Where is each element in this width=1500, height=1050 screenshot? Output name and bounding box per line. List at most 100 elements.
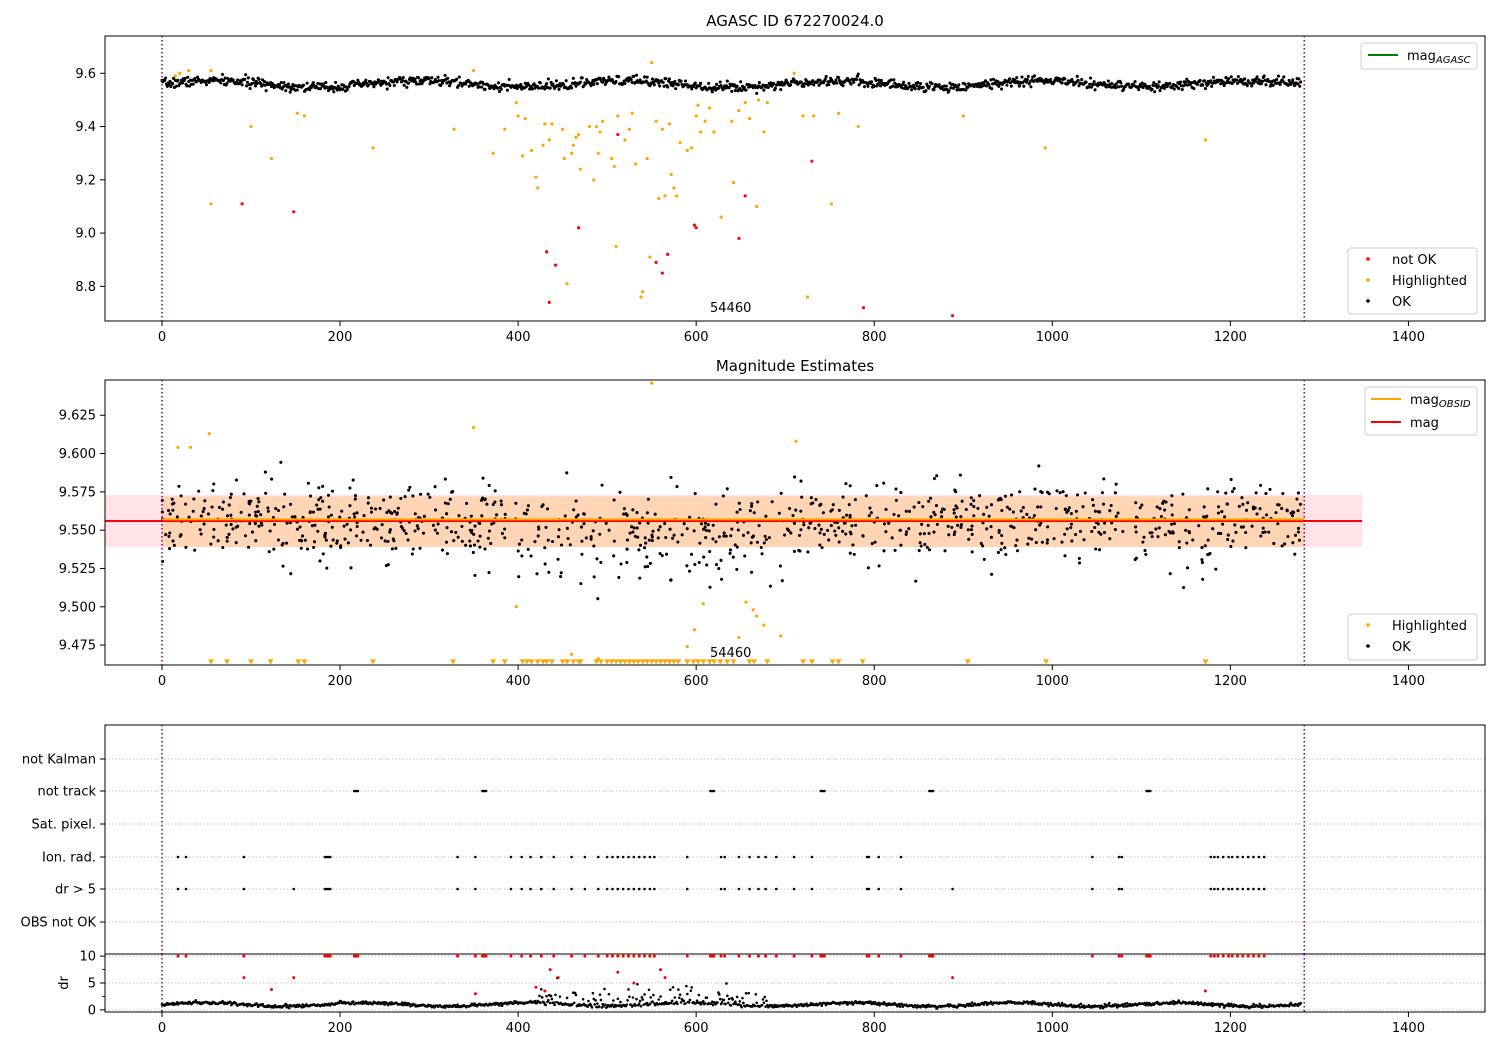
ok-point <box>703 521 708 525</box>
ok-point <box>364 78 368 82</box>
highlighted-point <box>543 122 547 126</box>
ok-point <box>763 534 767 538</box>
ok-point <box>386 76 390 80</box>
flag-point <box>552 855 556 859</box>
ok-point <box>228 495 232 500</box>
ok-point <box>1134 515 1138 519</box>
ok-point <box>478 534 482 538</box>
dr-point <box>747 991 751 995</box>
dr-point <box>602 1005 605 1008</box>
ok-point <box>430 76 434 80</box>
ok-point <box>1158 507 1162 511</box>
ok-point <box>464 82 468 86</box>
highlighted-point <box>639 295 643 299</box>
dr-point <box>594 999 597 1002</box>
ok-point <box>619 562 623 566</box>
highlighted-marker <box>570 659 577 665</box>
ok-point <box>632 526 636 530</box>
dr-point <box>603 987 606 991</box>
dr-point <box>573 991 577 995</box>
ok-point <box>1020 75 1024 79</box>
dr-not-ok-point <box>529 954 533 958</box>
ok-point <box>386 539 390 544</box>
dr-not-ok-point <box>632 954 636 958</box>
ok-point <box>445 526 449 530</box>
ok-point <box>1138 506 1142 510</box>
ok-point <box>1060 81 1064 85</box>
flag-point <box>723 887 726 891</box>
dr-point <box>687 1001 691 1004</box>
ok-point <box>1295 497 1299 501</box>
dr-not-ok-point <box>473 954 477 958</box>
ok-point <box>1203 544 1207 548</box>
legend-ok-marker <box>1366 299 1370 303</box>
flag-point <box>748 887 751 891</box>
ok-point <box>199 514 203 518</box>
ok-point <box>779 88 783 92</box>
y-tick-label: 9.500 <box>59 600 96 615</box>
ok-point <box>392 539 396 543</box>
ok-point <box>702 555 706 559</box>
dr-not-ok-point <box>822 954 826 958</box>
dr-point <box>538 994 541 998</box>
flag-point <box>474 855 477 859</box>
ok-point <box>403 495 407 499</box>
ok-point <box>439 83 443 87</box>
ok-point <box>887 521 891 525</box>
ok-point <box>325 566 329 570</box>
highlighted-point <box>269 156 274 161</box>
flag-point <box>611 887 614 891</box>
highlighted-point <box>176 445 180 450</box>
dr-point <box>688 998 692 1002</box>
ok-point <box>1077 556 1081 560</box>
ok-point <box>891 84 895 88</box>
dr-point <box>685 992 689 996</box>
ok-point <box>413 512 417 516</box>
magnitude-panel-annotation: 54460 <box>710 646 751 661</box>
highlighted-point <box>685 148 689 153</box>
ok-point <box>1233 523 1237 527</box>
ok-point <box>362 514 366 518</box>
highlighted-marker <box>248 659 255 665</box>
highlighted-marker <box>577 659 584 665</box>
highlighted-point <box>520 154 525 158</box>
ok-point <box>943 549 947 553</box>
ok-point <box>631 508 635 512</box>
ok-point <box>1117 85 1121 89</box>
ok-point <box>1240 496 1244 500</box>
dr-point <box>287 1006 291 1010</box>
ok-point <box>917 548 921 553</box>
ok-point <box>660 554 664 558</box>
highlighted-marker <box>524 659 531 665</box>
highlighted-point <box>209 202 213 206</box>
dr-point <box>734 1000 737 1003</box>
ok-point <box>452 539 456 543</box>
ok-point <box>1046 525 1050 529</box>
ok-point <box>437 79 441 83</box>
highlighted-marker <box>751 659 758 665</box>
ok-point <box>1260 79 1264 83</box>
ok-point <box>918 532 922 536</box>
ok-point <box>767 536 771 540</box>
dr-not-ok-point <box>616 970 620 974</box>
ok-point <box>253 522 257 526</box>
ok-point <box>892 78 896 82</box>
ok-point <box>956 85 960 89</box>
dr-point <box>284 1002 288 1006</box>
ok-point <box>997 530 1001 534</box>
ok-point <box>697 560 701 565</box>
ok-point <box>638 78 642 82</box>
ok-point <box>927 84 931 88</box>
ok-point <box>582 522 586 526</box>
flag-point <box>951 887 954 891</box>
ok-point <box>526 504 530 508</box>
ok-point <box>713 85 717 89</box>
ok-point <box>955 88 959 92</box>
flag-point <box>737 887 741 891</box>
ok-point <box>1200 558 1204 562</box>
ok-point <box>247 513 251 517</box>
y-tick-label: 9.525 <box>59 562 96 577</box>
dr-point <box>682 999 686 1003</box>
y-tick-label: 0 <box>88 1003 96 1018</box>
